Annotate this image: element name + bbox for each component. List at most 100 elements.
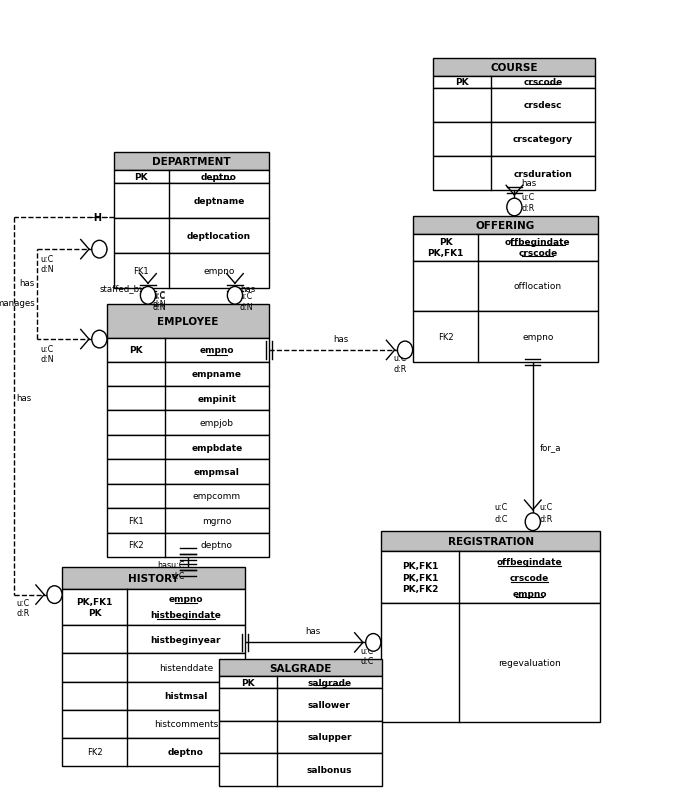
Text: offlocation: offlocation (514, 282, 562, 291)
Circle shape (228, 287, 243, 305)
Text: u:C: u:C (239, 292, 253, 301)
Text: empinit: empinit (197, 395, 236, 403)
Bar (433, 156, 595, 191)
Text: regevaluation: regevaluation (498, 658, 561, 667)
Bar (114, 253, 269, 289)
Text: deptno: deptno (201, 541, 233, 549)
Text: u:C: u:C (40, 345, 53, 354)
Text: crscategory: crscategory (513, 136, 573, 144)
Text: sallower: sallower (308, 700, 351, 709)
Bar (433, 76, 595, 88)
Text: u:C: u:C (152, 290, 166, 299)
Text: u:C: u:C (361, 646, 374, 654)
Bar (381, 551, 600, 604)
Text: d:N: d:N (152, 300, 166, 309)
Bar (62, 567, 245, 589)
Text: empno: empno (169, 595, 204, 604)
Text: empmsal: empmsal (194, 468, 239, 476)
Circle shape (525, 513, 540, 531)
Text: histbegindate: histbegindate (150, 610, 221, 620)
Bar (62, 738, 245, 766)
Text: d:N: d:N (239, 302, 253, 311)
Text: u:C: u:C (17, 598, 30, 607)
Bar (62, 626, 245, 654)
Text: crsduration: crsduration (514, 169, 573, 178)
Text: PK: PK (129, 346, 143, 355)
Bar (433, 123, 595, 156)
Text: empjob: empjob (200, 419, 234, 427)
Circle shape (506, 199, 522, 217)
Circle shape (141, 287, 156, 305)
Bar (219, 688, 382, 721)
Bar (62, 589, 245, 626)
Text: has: has (19, 278, 34, 287)
Bar (219, 753, 382, 786)
Circle shape (92, 241, 107, 259)
Bar (107, 435, 269, 460)
Text: salgrade: salgrade (307, 678, 351, 687)
Text: FK1: FK1 (128, 516, 144, 525)
Text: PK
PK,FK1: PK PK,FK1 (427, 237, 464, 258)
Text: histcomments: histcomments (154, 719, 218, 728)
Circle shape (92, 331, 107, 349)
Bar (381, 531, 600, 551)
Bar (114, 218, 269, 253)
Text: d:N: d:N (40, 354, 54, 363)
Bar (107, 484, 269, 508)
Text: salupper: salupper (307, 732, 351, 742)
Bar (107, 411, 269, 435)
Text: FK2: FK2 (437, 333, 453, 342)
Bar (413, 217, 598, 234)
Text: FK2: FK2 (128, 541, 144, 549)
Text: u:C: u:C (495, 502, 508, 512)
Text: offbegindate: offbegindate (497, 557, 562, 566)
Text: deptname: deptname (193, 196, 245, 205)
Text: empcomm: empcomm (193, 492, 241, 501)
Bar (413, 312, 598, 363)
Text: u:C: u:C (152, 292, 166, 301)
Text: crscode: crscode (518, 249, 558, 258)
Bar (107, 363, 269, 387)
Text: manages: manages (0, 298, 34, 307)
Text: for_a: for_a (540, 442, 561, 452)
Bar (413, 261, 598, 312)
Text: u:C: u:C (522, 192, 535, 202)
Text: d:C: d:C (361, 656, 374, 665)
Bar (433, 59, 595, 76)
Bar (107, 339, 269, 363)
Text: d:R: d:R (522, 204, 535, 213)
Text: d:C: d:C (495, 514, 509, 524)
Text: PK,FK1
PK,FK1
PK,FK2: PK,FK1 PK,FK1 PK,FK2 (402, 561, 438, 593)
Text: empname: empname (192, 370, 242, 379)
Text: d:N: d:N (152, 302, 166, 311)
Text: DEPARTMENT: DEPARTMENT (152, 156, 230, 167)
Text: REGISTRATION: REGISTRATION (448, 536, 533, 546)
Circle shape (397, 342, 413, 359)
Bar (413, 234, 598, 261)
Text: PK: PK (241, 678, 255, 687)
Text: empno: empno (512, 589, 546, 597)
Text: PK: PK (455, 78, 469, 87)
Text: crscode: crscode (510, 573, 549, 581)
Text: d:R: d:R (540, 514, 553, 524)
Text: ─H─: ─H─ (88, 213, 108, 223)
Circle shape (47, 586, 62, 604)
Bar (114, 184, 269, 218)
Text: FK2: FK2 (87, 747, 102, 756)
Text: empbdate: empbdate (191, 443, 242, 452)
Bar (62, 654, 245, 682)
Bar (107, 533, 269, 557)
Text: has: has (17, 394, 32, 403)
Text: staffed_by: staffed_by (99, 284, 145, 294)
Text: has: has (305, 626, 321, 635)
Bar (62, 710, 245, 738)
Text: has: has (333, 334, 348, 343)
Text: u:C: u:C (394, 354, 407, 363)
Text: offbegindate: offbegindate (505, 237, 571, 246)
Text: deptno: deptno (201, 172, 237, 181)
Bar (107, 305, 269, 339)
Circle shape (366, 634, 381, 651)
Text: d:R: d:R (17, 609, 30, 618)
Text: crscode: crscode (524, 78, 563, 87)
Text: u:C: u:C (540, 502, 553, 512)
